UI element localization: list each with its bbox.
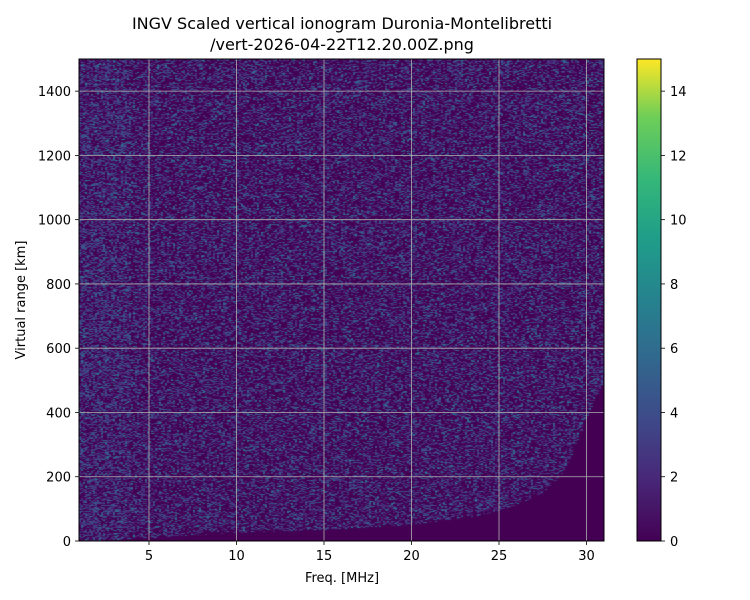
x-tick-label: 5 [145,549,153,564]
y-tick-label: 400 [46,406,71,421]
colorbar-tick-label: 0 [670,535,678,550]
ionogram-heatmap [79,59,604,541]
x-tick-label: 20 [403,549,420,564]
y-axis-label: Virtual range [km] [14,241,29,360]
colorbar-tick-label: 14 [670,85,687,100]
y-tick-label: 1200 [38,149,71,164]
colorbar-tick-label: 2 [670,471,678,486]
colorbar-ticks: 0 2 4 6 8 10 12 14 [661,85,687,550]
y-tick-label: 0 [63,535,71,550]
ionogram-plot-area [78,58,605,542]
y-tick-label: 600 [46,342,71,357]
colorbar-tick-label: 6 [670,342,678,357]
colorbar [636,58,662,542]
y-tick-label: 200 [46,471,71,486]
colorbar-tick-label: 8 [670,278,678,293]
colorbar-tick-label: 10 [670,214,687,229]
x-tick-label: 15 [316,549,333,564]
x-axis-ticks: 5 10 15 20 25 30 [145,541,595,564]
y-axis-ticks: 0 200 400 600 800 1000 1200 1400 [38,85,79,550]
chart-title-line2: /vert-2026-04-22T12.20.00Z.png [210,35,474,54]
chart-title-line1: INGV Scaled vertical ionogram Duronia-Mo… [132,14,552,33]
y-tick-label: 1000 [38,214,71,229]
colorbar-tick-label: 12 [670,149,687,164]
x-tick-label: 25 [491,549,508,564]
plot-frame [78,58,605,542]
plot-grid [79,59,604,542]
x-tick-label: 10 [228,549,245,564]
x-tick-label: 30 [578,549,595,564]
y-tick-label: 1400 [38,85,71,100]
colorbar-tick-label: 4 [670,406,678,421]
x-axis-label: Freq. [MHz] [305,571,379,586]
y-tick-label: 800 [46,278,71,293]
